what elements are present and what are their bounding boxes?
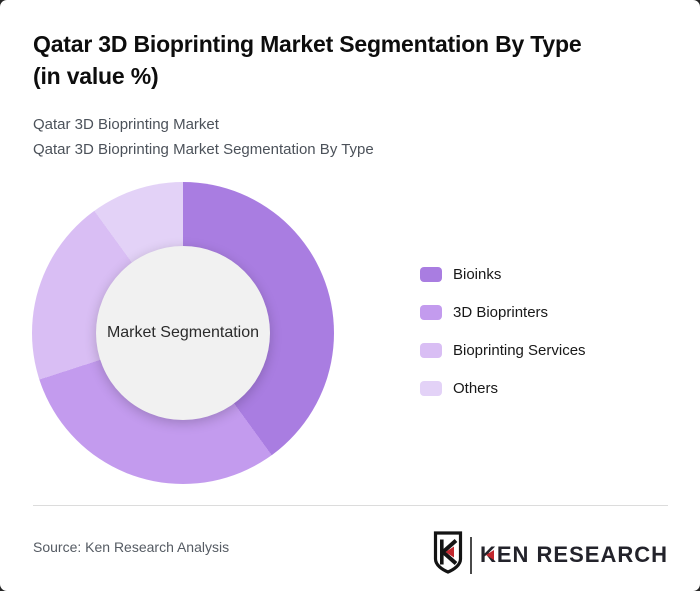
logo-shield-icon <box>433 531 463 579</box>
legend-item-3d-bioprinters: 3D Bioprinters <box>420 303 586 321</box>
donut-center: Market Segmentation <box>96 246 270 420</box>
chart-title-line2: (in value %) <box>33 63 159 89</box>
legend-swatch <box>420 304 442 320</box>
legend-label: 3D Bioprinters <box>453 303 549 321</box>
logo-divider-bar <box>469 536 472 574</box>
chart-title-line1: Qatar 3D Bioprinting Market Segmentation… <box>33 31 582 57</box>
chart-subtitle-line2: Qatar 3D Bioprinting Market Segmentation… <box>33 141 374 158</box>
logo-wordmark-text: KEN RESEARCH <box>479 542 668 567</box>
legend-swatch <box>420 266 442 282</box>
logo-wordmark: KEN RESEARCH <box>480 542 668 568</box>
legend-item-bioprinting-services: Bioprinting Services <box>420 341 586 359</box>
legend-item-bioinks: Bioinks <box>420 265 586 283</box>
chart-legend: Bioinks 3D Bioprinters Bioprinting Service… <box>420 266 586 418</box>
chart-subtitle-line1: Qatar 3D Bioprinting Market <box>33 116 219 133</box>
donut-chart: Market Segmentation <box>32 182 334 484</box>
donut-center-label: Market Segmentation <box>106 324 260 341</box>
source-text: Source: Ken Research Analysis <box>33 539 230 555</box>
logo-k-triangle-icon <box>485 550 494 560</box>
legend-label: Bioprinting Services <box>453 341 586 359</box>
chart-subtitle: Qatar 3D Bioprinting Market Qatar 3D Bio… <box>33 112 653 162</box>
legend-swatch <box>420 380 442 396</box>
legend-swatch <box>420 342 442 358</box>
footer-divider <box>33 505 668 506</box>
ken-research-logo: KEN RESEARCH <box>433 531 668 579</box>
legend-label: Others <box>453 379 499 397</box>
legend-label: Bioinks <box>453 265 502 283</box>
legend-item-others: Others <box>420 379 586 397</box>
chart-title: Qatar 3D Bioprinting Market Segmentation… <box>33 28 663 92</box>
